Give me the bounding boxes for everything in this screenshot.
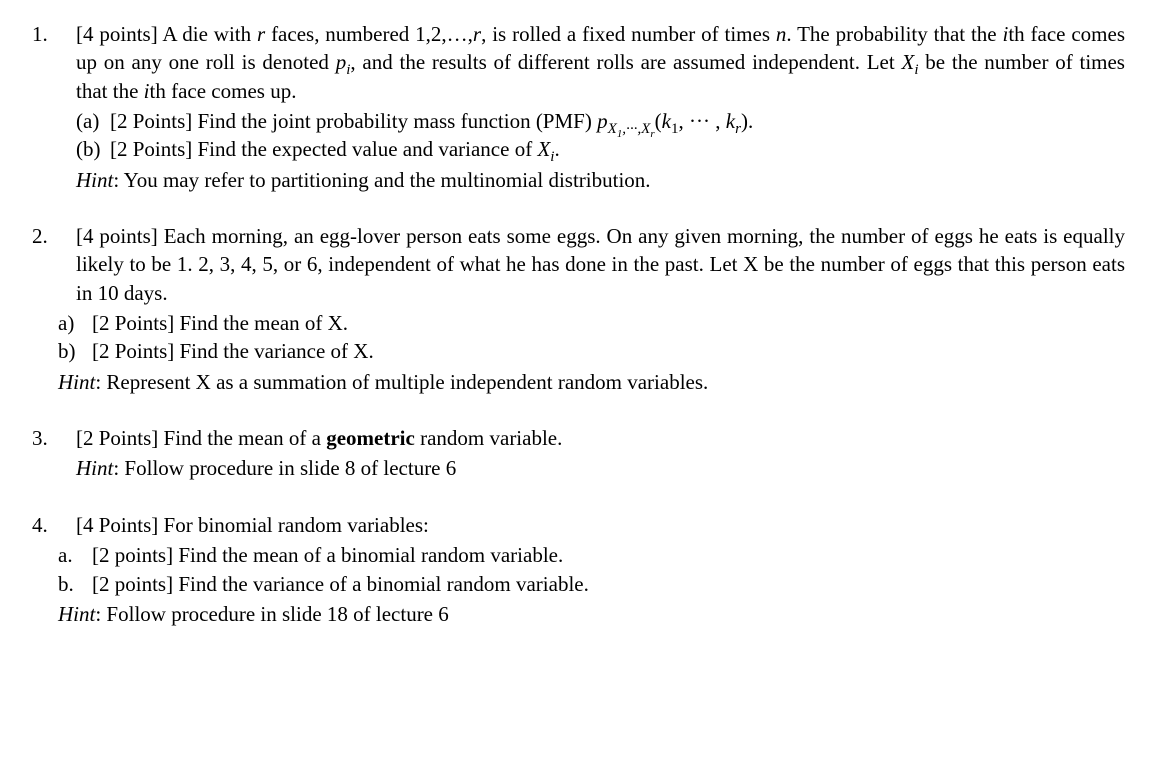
problem-body: [2 Points] Find the mean of a geometric … — [76, 424, 1125, 483]
problem-item: 3.[2 Points] Find the mean of a geometri… — [28, 424, 1125, 483]
subpart-list: (a)[2 Points] Find the joint probability… — [76, 107, 1125, 164]
problem-body: [4 points] Each morning, an egg-lover pe… — [76, 222, 1125, 396]
problem-stem-text: For binomial random variables: — [164, 513, 429, 537]
problem-list: 1.[4 points] A die with r faces, numbere… — [28, 20, 1125, 628]
subpart-text: [2 Points] Find the variance of X. — [92, 337, 374, 365]
subpart-item: a)[2 Points] Find the mean of X. — [76, 309, 1125, 337]
problem-body: [4 Points] For binomial random variables… — [76, 511, 1125, 628]
problem-stem: [2 Points] Find the mean of a geometric … — [76, 424, 1125, 452]
subpart-text: [2 Points] Find the mean of X. — [92, 309, 348, 337]
subpart-text: [2 points] Find the mean of a binomial r… — [92, 541, 563, 569]
subpart-label: (b) — [76, 135, 110, 163]
subpart-label: b) — [58, 337, 92, 365]
problem-hint: Hint: Represent X as a summation of mult… — [58, 368, 1125, 396]
subpart-label: a) — [58, 309, 92, 337]
problem-hint: Hint: Follow procedure in slide 18 of le… — [58, 600, 1125, 628]
subpart-text: [2 Points] Find the expected value and v… — [110, 135, 560, 163]
subpart-label: a. — [58, 541, 92, 569]
problem-stem-text: Find the mean of a geometric random vari… — [164, 426, 563, 450]
subpart-list: a.[2 points] Find the mean of a binomial… — [76, 541, 1125, 598]
problem-stem: [4 Points] For binomial random variables… — [76, 511, 1125, 539]
subpart-text: [2 Points] Find the joint probability ma… — [110, 107, 753, 135]
problem-item: 4.[4 Points] For binomial random variabl… — [28, 511, 1125, 628]
problem-stem: [4 points] Each morning, an egg-lover pe… — [76, 222, 1125, 307]
subpart-item: (b)[2 Points] Find the expected value an… — [76, 135, 1125, 163]
problem-item: 2.[4 points] Each morning, an egg-lover … — [28, 222, 1125, 396]
problem-item: 1.[4 points] A die with r faces, numbere… — [28, 20, 1125, 194]
problem-number: 1. — [28, 20, 76, 194]
problem-stem: [4 points] A die with r faces, numbered … — [76, 20, 1125, 105]
problem-points: [2 Points] — [76, 426, 158, 450]
subpart-text: [2 points] Find the variance of a binomi… — [92, 570, 589, 598]
subpart-item: a.[2 points] Find the mean of a binomial… — [76, 541, 1125, 569]
problem-points: [4 Points] — [76, 513, 158, 537]
subpart-item: b.[2 points] Find the variance of a bino… — [76, 570, 1125, 598]
subpart-label: b. — [58, 570, 92, 598]
problem-stem-text: Each morning, an egg-lover person eats s… — [76, 224, 1125, 305]
problem-stem-text: A die with r faces, numbered 1,2,…,r, is… — [76, 22, 1125, 103]
subpart-item: b)[2 Points] Find the variance of X. — [76, 337, 1125, 365]
problem-body: [4 points] A die with r faces, numbered … — [76, 20, 1125, 194]
problem-hint: Hint: You may refer to partitioning and … — [76, 166, 1125, 194]
subpart-list: a)[2 Points] Find the mean of X.b)[2 Poi… — [76, 309, 1125, 366]
problem-hint: Hint: Follow procedure in slide 8 of lec… — [76, 454, 1125, 482]
subpart-label: (a) — [76, 107, 110, 135]
problem-number: 3. — [28, 424, 76, 483]
problem-points: [4 points] — [76, 22, 158, 46]
subpart-item: (a)[2 Points] Find the joint probability… — [76, 107, 1125, 135]
problem-points: [4 points] — [76, 224, 158, 248]
